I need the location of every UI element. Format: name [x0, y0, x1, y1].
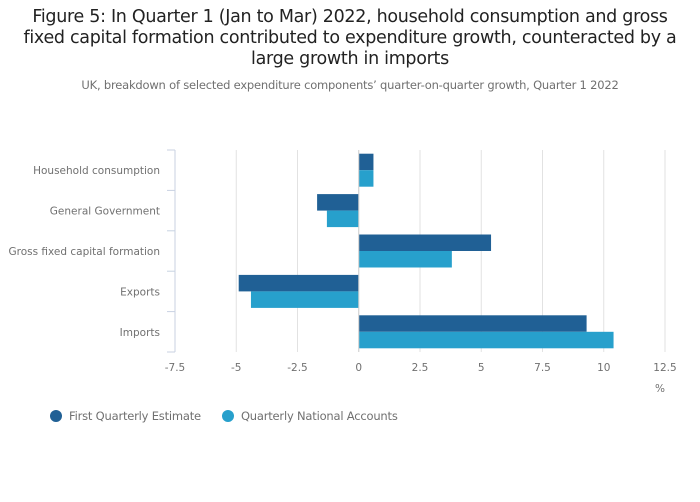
- bar-quarterly-national-accounts: [358, 251, 452, 268]
- category-label: General Government: [50, 206, 160, 218]
- chart-title: Figure 5: In Quarter 1 (Jan to Mar) 2022…: [23, 7, 677, 69]
- x-tick-label: -5: [231, 362, 241, 374]
- category-label: Gross fixed capital formation: [8, 246, 160, 258]
- legend-label: Quarterly National Accounts: [240, 409, 398, 423]
- bar-quarterly-national-accounts: [250, 291, 359, 308]
- x-tick-label: 7.5: [534, 362, 551, 374]
- x-tick-label: -2.5: [287, 362, 308, 374]
- bar-quarterly-national-accounts: [358, 331, 614, 349]
- x-tick-label: 5: [478, 362, 485, 374]
- bar-first-quarterly-estimate: [317, 194, 359, 211]
- bar-first-quarterly-estimate: [358, 153, 374, 171]
- legend-item-first-quarterly-estimate[interactable]: First Quarterly Estimate: [50, 409, 201, 423]
- legend: First Quarterly Estimate Quarterly Natio…: [50, 409, 419, 423]
- category-label: Exports: [120, 286, 160, 298]
- legend-item-quarterly-national-accounts[interactable]: Quarterly National Accounts: [221, 409, 398, 423]
- chart-subtitle: UK, breakdown of selected expenditure co…: [81, 78, 619, 92]
- category-label: Imports: [120, 327, 160, 339]
- legend-marker-icon: [221, 410, 234, 422]
- category-label: Household consumption: [33, 165, 160, 177]
- bar-first-quarterly-estimate: [238, 274, 359, 292]
- legend-label: First Quarterly Estimate: [69, 409, 201, 423]
- bar-first-quarterly-estimate: [358, 234, 492, 251]
- legend-marker-icon: [50, 410, 62, 422]
- x-axis-label: %: [655, 383, 665, 395]
- x-tick-label: 0: [355, 362, 362, 374]
- bar-quarterly-national-accounts: [326, 210, 359, 228]
- x-tick-label: 2.5: [412, 362, 429, 374]
- x-tick-label: -7.5: [165, 362, 186, 374]
- x-tick-label: 12.5: [653, 362, 676, 374]
- x-tick-label: 10: [597, 362, 610, 374]
- bar-first-quarterly-estimate: [358, 315, 587, 332]
- bar-quarterly-national-accounts: [358, 170, 374, 187]
